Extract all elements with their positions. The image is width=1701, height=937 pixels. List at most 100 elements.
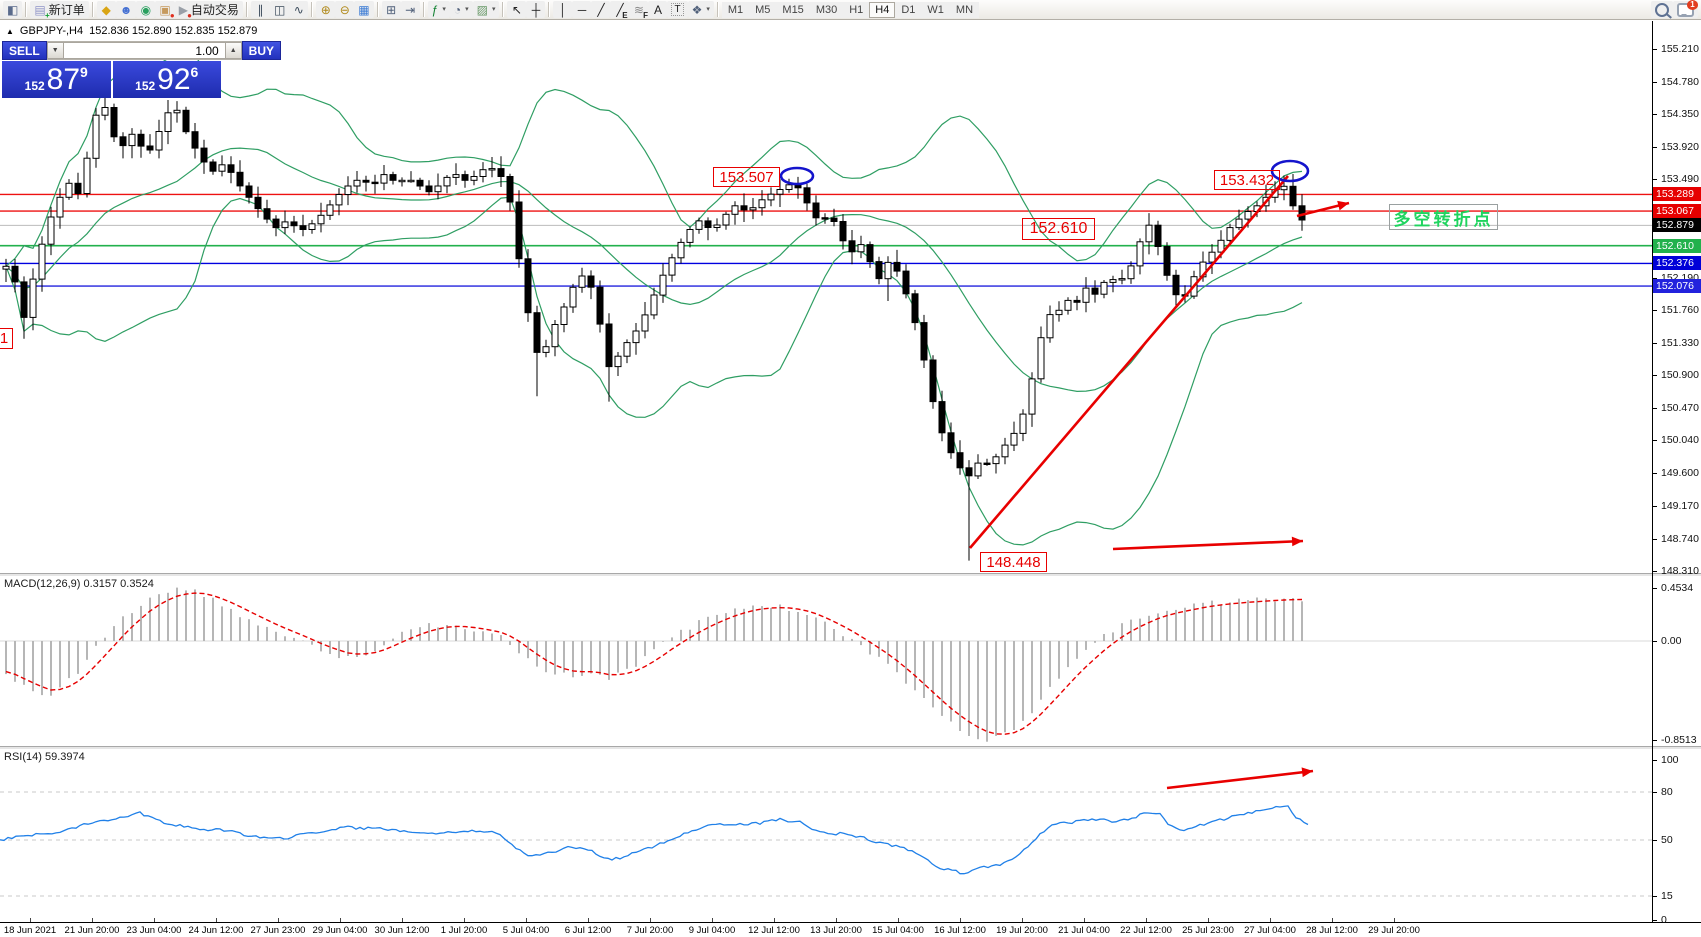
crosshair-button[interactable]: ┼	[526, 1, 546, 18]
volume-increase-button[interactable]: ▲	[224, 42, 242, 59]
price-axis-badge: 153.067	[1653, 204, 1701, 218]
autotrading-button[interactable]: ▶ ● 自动交易	[174, 1, 243, 19]
symbol-title: GBPJPY-,H4	[19, 25, 84, 37]
time-axis-label: 5 Jul 04:00	[502, 925, 550, 936]
price-axis-tick-label: 155.210	[1661, 43, 1699, 55]
time-axis-tick-mark	[588, 918, 589, 922]
chart-bars-button[interactable]: ∥	[250, 1, 270, 18]
time-axis-label: 7 Jul 20:00	[626, 925, 674, 936]
timeframe-M15[interactable]: M15	[776, 1, 810, 18]
text-label-button[interactable]: T	[667, 1, 688, 18]
buy-button[interactable]: BUY	[241, 41, 282, 60]
timeframe-D1[interactable]: D1	[895, 1, 922, 18]
timeframe-M5[interactable]: M5	[749, 1, 777, 18]
timeframe-MN[interactable]: MN	[949, 1, 980, 18]
indicators-icon: ƒ	[431, 2, 439, 17]
volume-input[interactable]	[63, 42, 225, 59]
toolbar-separator	[91, 2, 94, 17]
price-axis-badge: 152.610	[1653, 239, 1701, 253]
signals-icon: ◉	[140, 2, 152, 17]
arrows-button[interactable]: ❖ ▾	[687, 1, 714, 18]
community-icon: ☻	[119, 2, 133, 17]
trendline-button[interactable]: ╱	[591, 1, 611, 18]
equidistant-channel-button[interactable]: ╱ E	[610, 1, 630, 19]
price-axis-tick-label: 148.740	[1661, 533, 1699, 545]
timeframe-H4[interactable]: H4	[869, 1, 896, 18]
price-axis-tick-label: 153.490	[1661, 173, 1699, 185]
rsi-pane-separator[interactable]	[0, 746, 1701, 750]
price-axis-tick-mark	[1652, 506, 1657, 507]
deposit-icon: ◆	[101, 2, 111, 17]
fibonacci-button[interactable]: ≋ F	[629, 1, 649, 19]
time-axis-tick-mark	[1084, 918, 1085, 922]
vertical-line-button[interactable]: │	[553, 1, 573, 18]
tile-windows-button[interactable]: ▦	[354, 1, 374, 18]
time-axis-tick-mark	[464, 918, 465, 922]
macd-axis-tick-mark	[1652, 740, 1657, 741]
price-axis-tick-mark	[1652, 440, 1657, 441]
community-icon[interactable]: ☻	[115, 1, 137, 18]
new-order-button[interactable]: ▤ + 新订单	[30, 1, 89, 19]
text-icon: A	[653, 2, 662, 17]
time-axis-tick-mark	[1146, 918, 1147, 922]
trendline-icon: ╱	[597, 2, 605, 17]
trade-prices-row: 152 87 9 152 92 6	[2, 61, 221, 98]
arrange-charts-button[interactable]: ⊞	[381, 1, 401, 18]
autotrading-label: 自动交易	[190, 2, 239, 17]
market-icon[interactable]: ▣ ●	[155, 1, 175, 19]
chat-icon: 1	[1677, 0, 1698, 17]
zoom-in-button[interactable]: ⊕	[316, 1, 336, 18]
deposit-icon[interactable]: ◆	[96, 1, 116, 18]
timeframe-W1[interactable]: W1	[921, 1, 950, 18]
collapse-arrow-icon: ▲	[6, 26, 14, 36]
rsi-indicator-label: RSI(14) 59.3974	[4, 751, 85, 763]
sell-button[interactable]: SELL	[2, 41, 47, 60]
one-click-trading-panel: SELL ▼ ▲ BUY 152 87 9 152 92 6	[2, 41, 282, 99]
templates-button[interactable]: ▨ ▾	[472, 1, 500, 18]
notifications-button[interactable]: 1	[1673, 0, 1698, 18]
symbol-header: ▲ GBPJPY-,H4 152.836 152.890 152.835 152…	[6, 25, 257, 37]
price-annotation-label: 153.507	[713, 167, 780, 187]
chart-shift-button[interactable]: ⇥	[400, 1, 420, 18]
periods-button[interactable]: ◔ ▾	[449, 1, 473, 18]
price-axis-border	[1652, 21, 1653, 923]
timeframe-M30[interactable]: M30	[809, 1, 844, 18]
timeframe-H1[interactable]: H1	[843, 1, 870, 18]
signals-icon[interactable]: ◉	[136, 1, 156, 18]
rsi-axis-tick-label: 50	[1661, 834, 1673, 846]
price-axis-tick-label: 151.760	[1661, 304, 1699, 316]
price-axis-tick-label: 154.780	[1661, 76, 1699, 88]
rsi-axis-tick-label: 100	[1661, 754, 1679, 766]
volume-decrease-button[interactable]: ▼	[46, 42, 64, 59]
text-button[interactable]: A	[648, 1, 668, 18]
chart-line-button[interactable]: ∿	[289, 1, 309, 18]
macd-axis-tick-mark	[1652, 588, 1657, 589]
text-label-icon: T	[671, 3, 684, 16]
search-button[interactable]	[1651, 1, 1673, 18]
price-axis-tick-label: 149.600	[1661, 467, 1699, 479]
zoom-out-button[interactable]: ⊖	[335, 1, 355, 18]
toolbar: ◧ ▤ + 新订单 ◆ ☻ ◉ ▣ ● ▶ ● 自动交易 ∥ ◫ ∿ ⊕ ⊖ ▦ ⊞ ⇥ ƒ ▾ ◔ ▾ ▨ ▾ ↖ ┼ │ ─ ╱ ╱ E ≋ F…	[0, 0, 1701, 20]
sell-price[interactable]: 152 87 9	[2, 61, 111, 98]
macd-pane-separator[interactable]	[0, 573, 1701, 577]
price-axis-tick-mark	[1652, 147, 1657, 148]
time-axis-label: 23 Jun 04:00	[126, 925, 182, 936]
templates-icon: ▨	[476, 2, 488, 17]
chart-candles-button[interactable]: ◫	[269, 1, 290, 18]
profiles-button[interactable]: ◧	[3, 1, 23, 18]
macd-axis-tick-label: -0.8513	[1661, 734, 1697, 746]
rsi-axis-tick-mark	[1652, 760, 1657, 761]
time-axis-tick-mark	[154, 918, 155, 922]
cursor-button[interactable]: ↖	[507, 1, 527, 18]
indicators-button[interactable]: ƒ ▾	[427, 1, 450, 18]
timeframe-M1[interactable]: M1	[721, 1, 750, 18]
time-axis-tick-mark	[340, 918, 341, 922]
toolbar-separator	[422, 2, 425, 17]
rsi-axis-tick-mark	[1652, 792, 1657, 793]
tile-windows-icon: ▦	[358, 2, 370, 17]
buy-price[interactable]: 152 92 6	[112, 61, 221, 98]
horizontal-line-button[interactable]: ─	[572, 1, 592, 18]
time-axis-label: 24 Jun 12:00	[188, 925, 244, 936]
macd-axis-tick-mark	[1652, 641, 1657, 642]
